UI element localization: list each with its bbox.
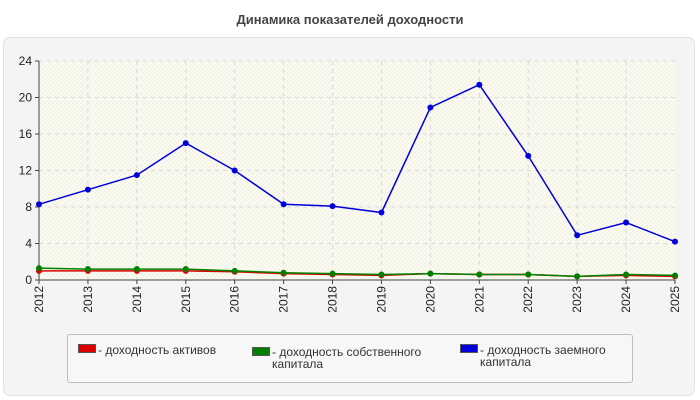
x-tick-label: 2014 bbox=[130, 286, 144, 313]
series-point-2 bbox=[672, 238, 678, 245]
legend-swatch-assets bbox=[78, 344, 96, 353]
series-point-2 bbox=[182, 140, 189, 147]
x-tick-label: 2024 bbox=[619, 286, 633, 313]
x-tick-label: 2018 bbox=[326, 286, 340, 313]
series-line-1 bbox=[38, 267, 676, 278]
series-point-2 bbox=[378, 209, 385, 216]
x-tick-label: 2017 bbox=[277, 286, 291, 313]
y-tick-label: 4 bbox=[25, 237, 32, 251]
series-point-1 bbox=[84, 266, 91, 273]
x-tick-label: 2019 bbox=[374, 286, 388, 313]
legend-swatch-equity bbox=[252, 347, 270, 356]
series-point-2 bbox=[133, 172, 140, 179]
legend-swatch-debt bbox=[460, 344, 478, 353]
legend-label-equity: - доходность собственного капитала bbox=[272, 345, 422, 371]
series-point-2 bbox=[476, 81, 483, 88]
x-tick-label: 2023 bbox=[570, 286, 584, 313]
x-tick-label: 2015 bbox=[179, 286, 193, 313]
y-tick-label: 12 bbox=[19, 164, 33, 178]
series-point-1 bbox=[329, 270, 336, 277]
x-tick-label: 2012 bbox=[32, 286, 46, 313]
series-point-2 bbox=[329, 203, 336, 210]
legend-label-assets: - доходность активов bbox=[98, 343, 217, 357]
series-point-1 bbox=[36, 265, 42, 272]
plot-area bbox=[39, 61, 675, 280]
y-tick-label: 24 bbox=[19, 54, 33, 68]
series-point-1 bbox=[525, 271, 532, 278]
legend: - доходность активов - доходность собств… bbox=[67, 334, 633, 383]
series-point-1 bbox=[231, 267, 238, 274]
y-tick-label: 0 bbox=[25, 273, 32, 287]
series-point-2 bbox=[623, 219, 630, 226]
legend-label-debt: - доходность заемного капитала bbox=[480, 343, 606, 369]
series-point-1 bbox=[672, 272, 678, 279]
series-point-1 bbox=[427, 270, 434, 277]
series-point-2 bbox=[574, 232, 581, 239]
series-point-2 bbox=[427, 104, 434, 111]
series-point-1 bbox=[280, 269, 287, 276]
series-point-2 bbox=[231, 167, 238, 174]
series-point-1 bbox=[476, 271, 483, 278]
x-tick-label: 2025 bbox=[668, 286, 682, 313]
x-tick-label: 2021 bbox=[472, 286, 486, 313]
series-point-1 bbox=[133, 266, 140, 273]
series-line-2 bbox=[38, 83, 676, 243]
y-tick-label: 8 bbox=[25, 200, 32, 214]
chart-title: Динамика показателей доходности bbox=[236, 12, 464, 27]
series-point-2 bbox=[84, 186, 91, 193]
series-point-2 bbox=[36, 201, 42, 208]
series-point-1 bbox=[182, 266, 189, 273]
series-point-1 bbox=[623, 271, 630, 278]
series-point-2 bbox=[525, 152, 532, 159]
x-tick-label: 2013 bbox=[81, 286, 95, 313]
x-tick-label: 2020 bbox=[423, 286, 437, 313]
y-tick-label: 16 bbox=[19, 127, 33, 141]
y-tick-label: 20 bbox=[19, 91, 33, 105]
x-tick-label: 2022 bbox=[521, 286, 535, 313]
series-point-2 bbox=[280, 201, 287, 208]
series-point-1 bbox=[378, 271, 385, 278]
x-tick-label: 2016 bbox=[228, 286, 242, 313]
series-point-1 bbox=[574, 273, 581, 280]
